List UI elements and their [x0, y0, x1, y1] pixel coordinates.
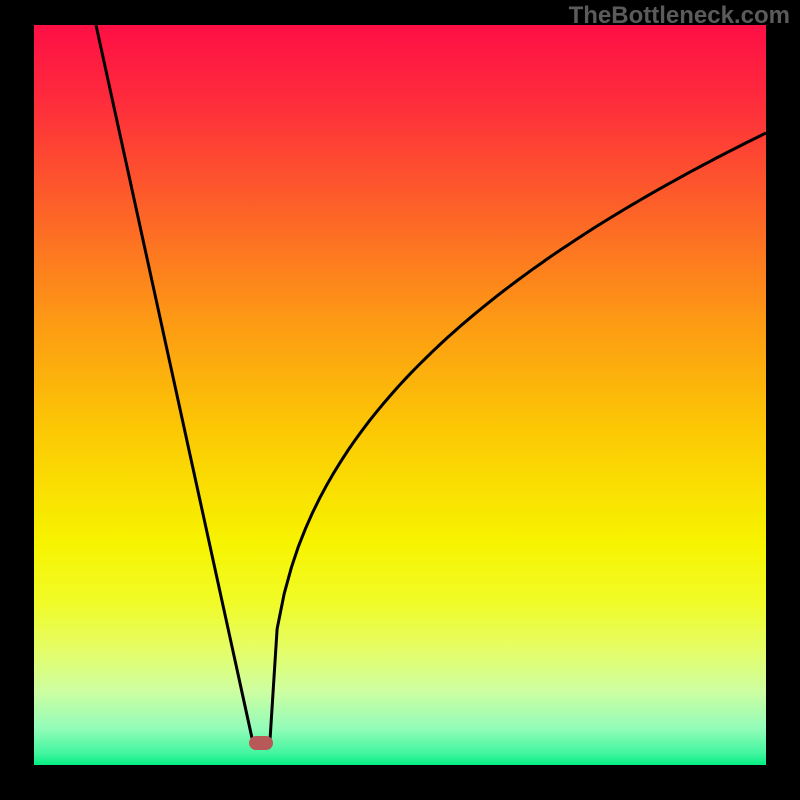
- bottleneck-chart: [0, 0, 800, 800]
- watermark-text: TheBottleneck.com: [569, 2, 790, 30]
- chart-gradient-bg: [34, 25, 766, 765]
- notch-marker: [249, 736, 273, 750]
